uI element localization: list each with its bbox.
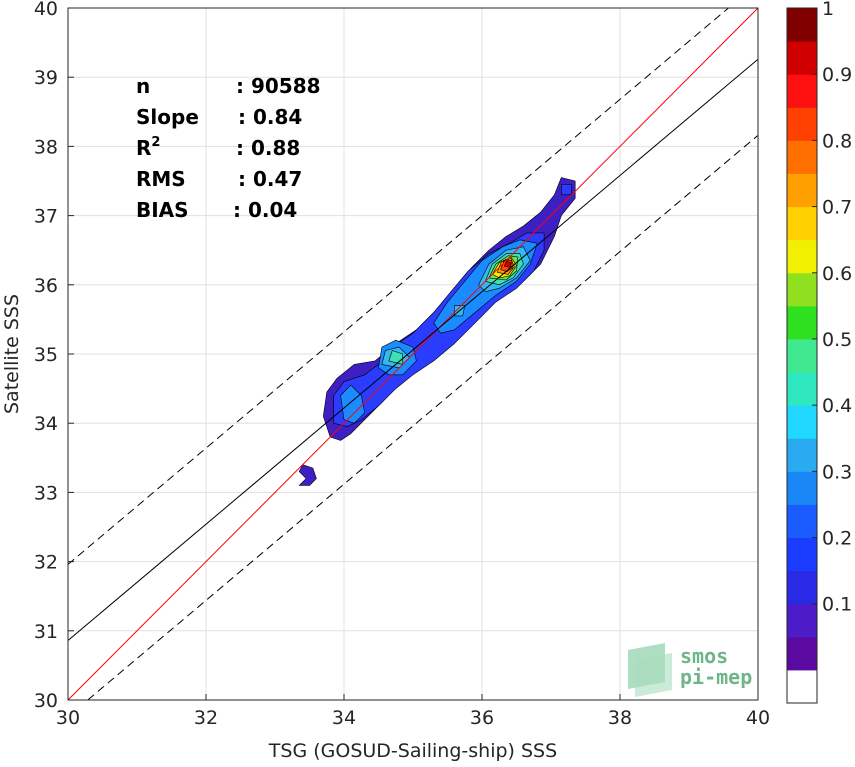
stat-name: n [136, 74, 150, 98]
colorbar-segment [787, 438, 817, 472]
y-tick-label: 36 [34, 275, 58, 297]
colorbar-segment [787, 8, 817, 42]
colorbar-segment [787, 338, 817, 373]
stat-value: : 0.47 [238, 167, 302, 191]
stat-name: R2 [136, 135, 160, 160]
colorbar-segment [787, 669, 817, 704]
colorbar-tick-label: 0.1 [822, 594, 852, 616]
x-tick-label: 34 [332, 707, 356, 729]
colorbar-tick-label: 0.6 [822, 263, 852, 285]
colorbar-tick-label: 0.9 [822, 64, 852, 86]
line-fit [68, 58, 758, 641]
contour-level-4 [340, 384, 366, 424]
contour-level-3 [560, 184, 573, 196]
colorbar-segment [787, 537, 817, 572]
y-tick-label: 34 [34, 413, 58, 435]
colorbar-segment [787, 239, 817, 274]
colorbar-segment [787, 272, 817, 307]
colorbar-tick-label: 0.5 [822, 329, 852, 351]
colorbar-tick-label: 0.2 [822, 528, 852, 550]
y-tick-label: 39 [34, 67, 58, 89]
colorbar-segment [787, 41, 817, 75]
logo-mark [635, 653, 672, 697]
colorbar-frame [786, 7, 818, 704]
logo-text-pimep: pi-mep [680, 665, 752, 689]
stats-box: n : 90588 Slope : 0.84 R2 : 0.88 RMS : 0.47 BIAS… [136, 74, 321, 222]
x-tick-label: 40 [746, 707, 770, 729]
y-tick-label: 37 [34, 206, 58, 228]
x-axis-label: TSG (GOSUD-Sailing-ship) SSS [268, 740, 557, 762]
colorbar-segment [787, 74, 817, 108]
stat-name: BIAS [136, 198, 189, 222]
colorbar-segment [787, 372, 817, 406]
contour-layer [298, 177, 576, 486]
x-tick-labels: 30 32 34 36 38 40 [56, 694, 770, 729]
colorbar-segment [787, 173, 817, 208]
colorbar-segment [787, 107, 817, 141]
y-tick-label: 40 [34, 0, 58, 20]
colorbar-segment [787, 636, 817, 671]
x-tick-label: 30 [56, 707, 80, 729]
colorbar-segment [787, 140, 817, 174]
y-tick-label: 38 [34, 136, 58, 158]
stat-name: Slope [136, 105, 199, 129]
colorbar-segment [787, 603, 817, 638]
line-identity [68, 8, 758, 700]
y-tick-label: 30 [34, 690, 58, 712]
stat-value: : 0.88 [236, 136, 300, 160]
colorbar-segment [787, 305, 817, 340]
x-tick-label: 38 [608, 707, 632, 729]
y-tick-label: 35 [34, 344, 58, 366]
stat-value: : 90588 [236, 74, 321, 98]
colorbar-tick-label: 1 [822, 0, 834, 20]
y-tick-label: 33 [34, 482, 58, 504]
y-tick-labels: 30 31 32 33 34 35 36 37 38 39 40 [34, 0, 74, 712]
logo-text-smos: smos [680, 644, 728, 668]
line-fit-2rms [86, 134, 758, 700]
colorbar-tick-label: 0.4 [822, 395, 852, 417]
x-tick-label: 32 [194, 707, 218, 729]
y-tick-label: 32 [34, 552, 58, 574]
colorbar-segment [787, 570, 817, 605]
contour-level-16 [503, 260, 512, 268]
reference-lines [68, 8, 758, 700]
colorbar-tick-label: 0.8 [822, 130, 852, 152]
colorbar-tick-label: 0.3 [822, 461, 852, 483]
colorbar-segment [787, 405, 817, 439]
line-fit-2rms [68, 8, 730, 565]
colorbar-segment [787, 504, 817, 539]
colorbar-tick-label: 0.7 [822, 197, 852, 219]
colorbar: 0.1 0.2 0.3 0.4 0.5 0.6 0.7 0.8 0.9 1 [786, 0, 852, 704]
stat-value: : 0.04 [233, 198, 297, 222]
y-tick-label: 31 [34, 621, 58, 643]
colorbar-segment [787, 206, 817, 241]
stat-value: : 0.84 [238, 105, 302, 129]
x-tick-label: 36 [470, 707, 494, 729]
contour-level-0 [298, 464, 317, 486]
stat-name: RMS [136, 167, 186, 191]
y-axis-label: Satellite SSS [1, 294, 23, 414]
colorbar-segment [787, 471, 817, 505]
